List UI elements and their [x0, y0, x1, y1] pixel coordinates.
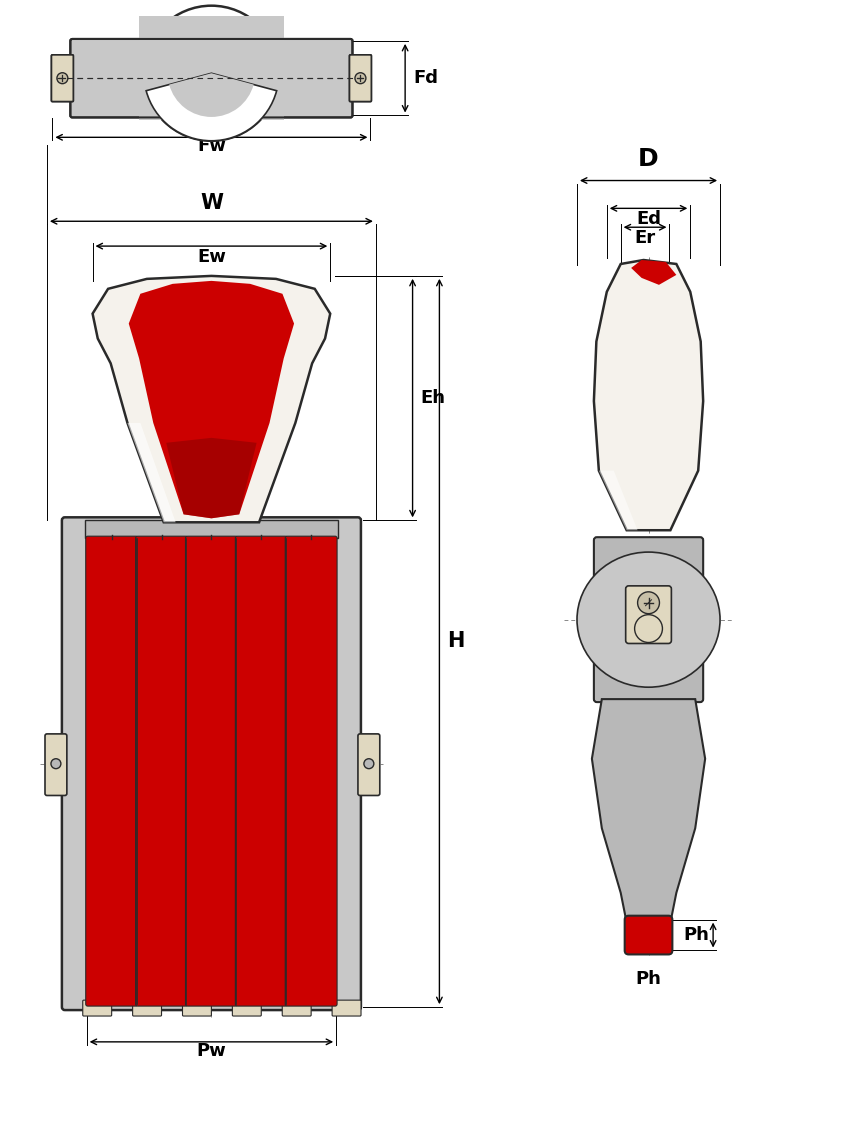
Polygon shape: [128, 423, 176, 522]
FancyBboxPatch shape: [358, 733, 380, 796]
Text: Ph: Ph: [683, 927, 709, 944]
Polygon shape: [93, 276, 330, 522]
FancyBboxPatch shape: [86, 537, 138, 1006]
Circle shape: [57, 72, 68, 84]
Text: W: W: [200, 193, 223, 214]
FancyBboxPatch shape: [133, 1000, 162, 1016]
Polygon shape: [599, 470, 638, 530]
Circle shape: [355, 72, 366, 84]
FancyBboxPatch shape: [185, 537, 237, 1006]
Polygon shape: [632, 260, 677, 285]
FancyBboxPatch shape: [62, 518, 361, 1010]
FancyBboxPatch shape: [52, 55, 73, 102]
FancyBboxPatch shape: [232, 1000, 261, 1016]
Bar: [85, 520, 338, 538]
FancyBboxPatch shape: [626, 585, 672, 643]
Text: Eh: Eh: [421, 389, 445, 407]
FancyBboxPatch shape: [82, 1000, 111, 1016]
Text: D: D: [638, 147, 659, 171]
Polygon shape: [167, 437, 257, 519]
Wedge shape: [157, 18, 265, 73]
FancyBboxPatch shape: [45, 733, 67, 796]
FancyBboxPatch shape: [52, 55, 73, 102]
Text: Er: Er: [634, 229, 655, 247]
Text: Ph: Ph: [636, 971, 661, 989]
FancyBboxPatch shape: [594, 537, 703, 702]
Text: Pw: Pw: [196, 1042, 226, 1060]
Ellipse shape: [577, 553, 720, 687]
FancyBboxPatch shape: [282, 1000, 311, 1016]
Polygon shape: [128, 281, 294, 519]
Wedge shape: [169, 73, 253, 116]
Circle shape: [144, 6, 279, 141]
Circle shape: [57, 72, 68, 84]
Bar: [139, 16, 284, 121]
Circle shape: [635, 615, 662, 643]
FancyBboxPatch shape: [235, 537, 287, 1006]
FancyBboxPatch shape: [332, 1000, 361, 1016]
FancyBboxPatch shape: [625, 915, 672, 955]
Wedge shape: [146, 73, 276, 141]
Circle shape: [355, 72, 366, 84]
Circle shape: [638, 592, 660, 614]
FancyBboxPatch shape: [183, 1000, 212, 1016]
Polygon shape: [594, 260, 703, 530]
Text: H: H: [447, 632, 465, 652]
Text: Ew: Ew: [197, 247, 226, 266]
Text: Fw: Fw: [197, 137, 226, 155]
FancyBboxPatch shape: [71, 38, 353, 118]
Text: Ed: Ed: [636, 210, 661, 228]
Circle shape: [364, 758, 374, 768]
FancyBboxPatch shape: [136, 537, 188, 1006]
Text: Fd: Fd: [413, 69, 438, 87]
Circle shape: [51, 758, 61, 768]
FancyBboxPatch shape: [349, 55, 371, 102]
FancyBboxPatch shape: [286, 537, 337, 1006]
FancyBboxPatch shape: [349, 55, 371, 102]
Polygon shape: [592, 699, 705, 923]
